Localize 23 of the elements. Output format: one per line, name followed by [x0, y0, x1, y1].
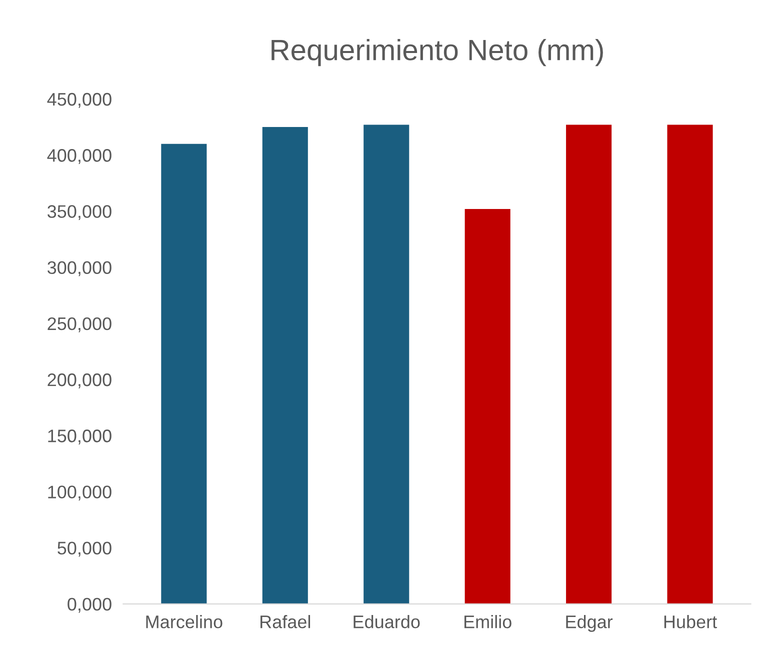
x-tick-label: Emilio: [464, 615, 512, 628]
bar: [667, 124, 713, 604]
x-tick-label: Eduardo: [354, 615, 420, 628]
y-tick-label: 450,000: [47, 92, 112, 108]
y-tick-label: 0,000: [68, 598, 112, 613]
x-tick-label: Marcelino: [146, 615, 222, 628]
y-tick-label: 50,000: [58, 542, 112, 557]
y-tick-label: 300,000: [48, 261, 112, 276]
y-tick-label: 400,000: [47, 149, 112, 164]
y-tick-label: 350,000: [48, 205, 112, 220]
x-tick-label: Edgar: [566, 615, 613, 632]
bar: [161, 144, 207, 604]
x-tick-label: Hubert: [664, 615, 717, 628]
bar: [464, 208, 510, 604]
x-tick-label: Rafael: [260, 615, 310, 628]
bar: [566, 124, 612, 604]
bar: [262, 127, 308, 604]
y-tick-label: 250,000: [48, 317, 112, 332]
y-tick-label: 150,000: [48, 430, 112, 444]
y-tick-label: 100,000: [48, 486, 112, 501]
y-tick-label: 200,000: [48, 373, 112, 388]
bar: [364, 124, 410, 604]
chart-title: Requerimiento Neto (mm): [272, 38, 603, 66]
